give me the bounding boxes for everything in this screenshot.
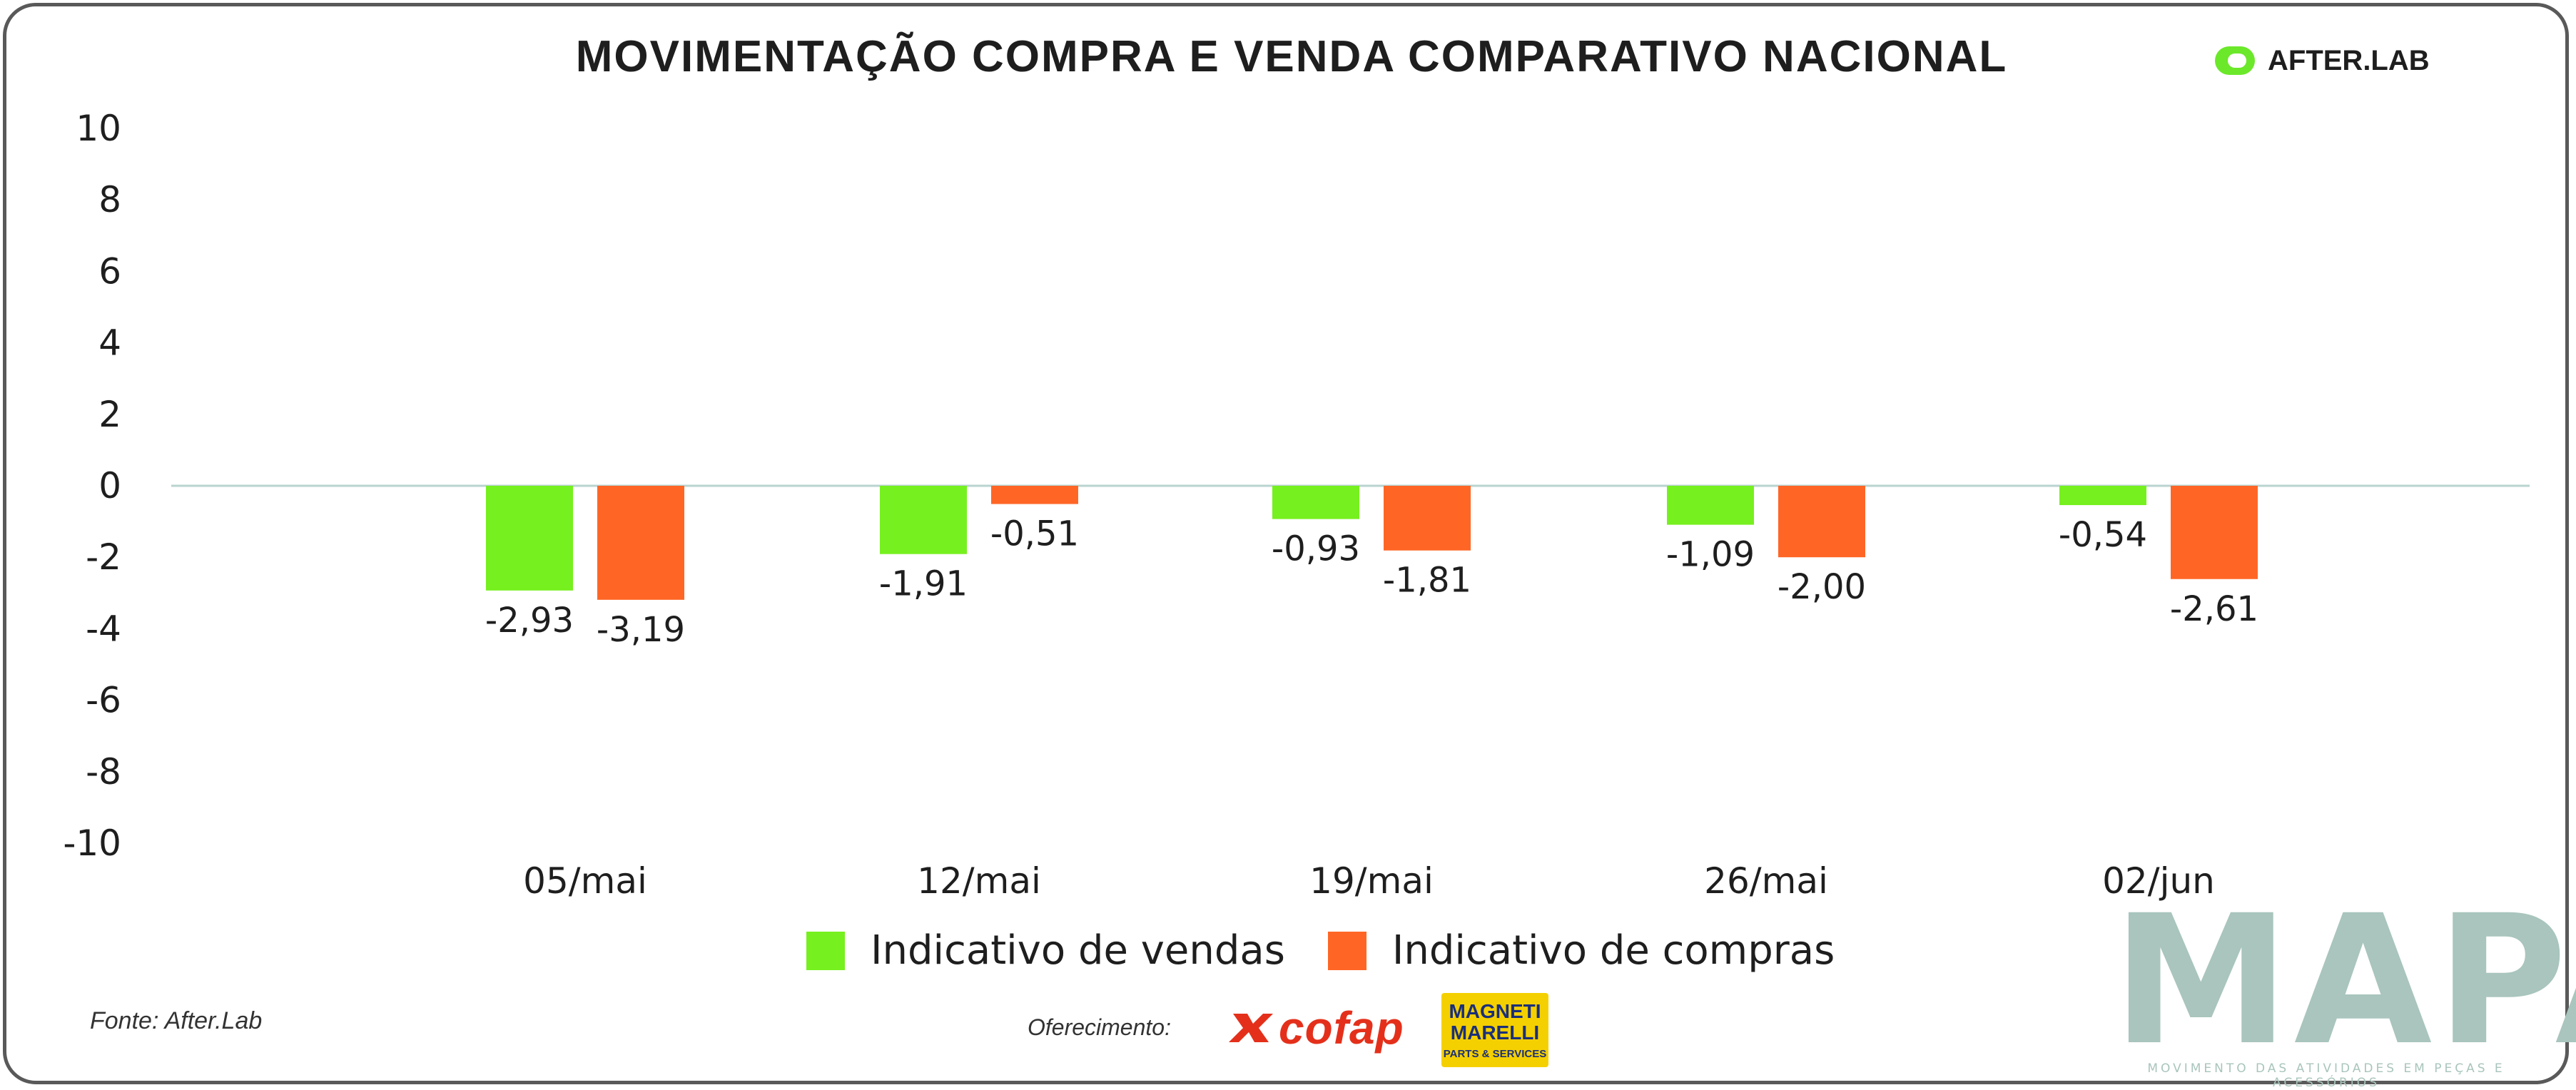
data-label: -2,93 [485,601,574,641]
y-tick-label: 4 [98,322,121,364]
x-category-label: 26/mai [1704,860,1828,902]
y-tick-label: -4 [86,608,121,649]
magneti-logo-line1: MAGNETI [1449,999,1541,1022]
x-category-label: 19/mai [1309,860,1434,902]
chart-frame [3,3,2569,1084]
data-label: -2,00 [1778,567,1866,607]
x-category-label: 05/mai [523,860,647,902]
y-tick-label: 2 [98,394,121,435]
data-label: -2,61 [2170,589,2258,629]
bar-vendas [880,486,967,554]
data-label: -1,09 [1666,535,1755,575]
cofap-x-icon [1229,1014,1273,1042]
afterlab-logo-text: AFTER.LAB [2268,44,2430,76]
mapa-logo-tagline: MOVIMENTO DAS ATIVIDADES EM PEÇAS E ACES… [2147,1061,2505,1090]
bar-compras [2171,486,2258,579]
data-label: -3,19 [597,610,685,650]
bar-vendas [486,486,573,591]
bar-vendas [1272,486,1359,519]
bar-compras [597,486,684,600]
legend-swatch-compras [1327,931,1366,970]
legend-label-compras: Indicativo de compras [1391,927,1835,974]
x-category-label: 12/mai [917,860,1041,902]
chart-title: MOVIMENTAÇÃO COMPRA E VENDA COMPARATIVO … [575,32,2008,81]
bar-compras [1384,486,1471,551]
legend: Indicativo de vendas Indicativo de compr… [806,927,1835,974]
bar-vendas [1667,486,1754,525]
y-tick-label: -6 [86,680,121,721]
legend-label-vendas: Indicativo de vendas [871,927,1285,974]
y-tick-label: 0 [98,465,121,506]
mapa-logo: MAPA MOVIMENTO DAS ATIVIDADES EM PEÇAS E… [2112,877,2576,1090]
bar-compras [1778,486,1865,558]
cofap-logo: cofap [1229,1002,1404,1054]
legend-item-vendas: Indicativo de vendas [806,927,1285,974]
afterlab-logo: AFTER.LAB [2212,36,2430,86]
y-tick-label: -2 [86,536,121,578]
data-label: -0,51 [990,514,1079,554]
data-label: -1,81 [1383,561,1471,601]
source-note: Fonte: After.Lab [90,1007,263,1034]
legend-item-compras: Indicativo de compras [1327,927,1835,974]
y-tick-label: -10 [63,822,121,864]
afterlab-logo-icon [2215,46,2255,75]
data-label: -0,93 [1272,529,1360,569]
data-label: -1,91 [879,564,968,604]
y-tick-label: -8 [86,751,121,793]
bar-vendas [2059,486,2146,506]
cofap-logo-text: cofap [1279,1002,1404,1054]
y-tick-label: 10 [76,108,121,149]
y-tick-label: 8 [98,179,121,220]
bar-compras [991,486,1078,504]
magneti-marelli-logo: MAGNETI MARELLI PARTS & SERVICES [1441,993,1548,1067]
mapa-logo-word: MAPA [2112,877,2576,1084]
x-category-label: 02/jun [2102,860,2215,902]
data-label: -0,54 [2059,515,2147,555]
legend-swatch-vendas [806,931,845,970]
magneti-logo-sub: PARTS & SERVICES [1443,1047,1547,1060]
offered-by-label: Oferecimento: [1028,1014,1171,1040]
magneti-logo-line2: MARELLI [1450,1021,1540,1044]
y-tick-label: 6 [98,250,121,292]
